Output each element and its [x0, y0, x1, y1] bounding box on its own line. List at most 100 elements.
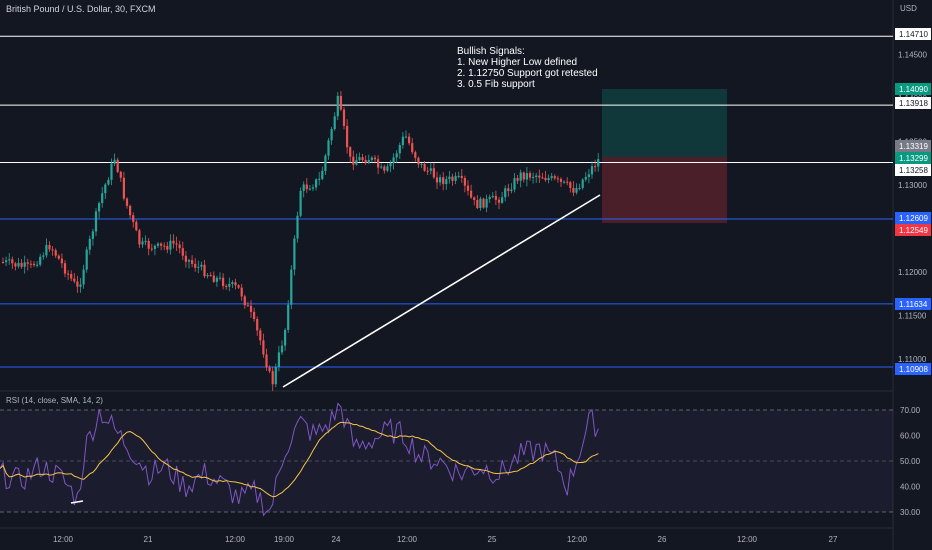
candle-body: [57, 255, 60, 259]
candle-body: [8, 259, 11, 261]
candle-body: [42, 255, 45, 257]
candle-body: [553, 176, 556, 179]
candle-body: [435, 177, 439, 183]
x-tick-label: 12:00: [397, 535, 418, 544]
candle-body: [181, 248, 184, 256]
candle-body: [485, 199, 488, 208]
candle-body: [522, 172, 525, 180]
x-tick-label: 24: [332, 535, 341, 544]
candle-body: [215, 277, 218, 282]
candle-body: [392, 157, 395, 164]
stop-zone: [602, 157, 727, 223]
candle-body: [426, 170, 429, 172]
candle-body: [321, 170, 324, 179]
x-tick-label: 21: [144, 535, 153, 544]
candle-body: [94, 211, 98, 232]
candle-body: [51, 249, 54, 251]
rsi-trendline[interactable]: [70, 500, 84, 504]
candle-body: [200, 264, 203, 267]
candle-body: [91, 231, 94, 239]
candle-body: [330, 129, 333, 141]
candle-body: [590, 166, 594, 175]
level-price-label: 1.13918: [899, 99, 928, 108]
candle-body: [395, 153, 398, 158]
candle-body: [513, 178, 516, 190]
trendline[interactable]: [282, 194, 601, 388]
x-tick-label: 12:00: [53, 535, 74, 544]
x-tick-label: 12:00: [737, 535, 758, 544]
candle-body: [101, 193, 104, 204]
candle-body: [132, 215, 135, 222]
candle-body: [373, 157, 377, 160]
price-tag-label: 1.12549: [899, 226, 928, 235]
candle-body: [67, 273, 70, 275]
candle-body: [563, 181, 566, 183]
candle-body: [271, 371, 274, 385]
candle-body: [538, 175, 541, 178]
candle-body: [315, 179, 318, 188]
candle-body: [169, 240, 172, 250]
candle-body: [14, 263, 17, 267]
candle-body: [256, 318, 259, 331]
candle-body: [401, 136, 404, 146]
rsi-line: [0, 402, 599, 517]
candle-body: [594, 166, 597, 168]
candle-body: [135, 221, 138, 231]
candle-body: [457, 175, 460, 177]
candle-body: [466, 185, 470, 191]
candle-body: [88, 238, 91, 250]
candle-body: [32, 263, 36, 266]
candle-body: [23, 262, 26, 267]
candle-body: [209, 275, 212, 277]
candle-body: [587, 174, 590, 177]
candle-body: [63, 263, 67, 274]
candle-body: [20, 262, 23, 267]
candle-body: [138, 230, 141, 245]
candle-body: [386, 166, 389, 171]
level-price-tag: [895, 28, 931, 40]
price-tag: [895, 140, 931, 152]
candle-body: [460, 175, 463, 179]
candle-body: [479, 198, 482, 209]
candle-body: [355, 160, 358, 165]
candle-body: [299, 190, 302, 216]
candle-body: [532, 177, 535, 179]
candle-body: [417, 157, 420, 165]
candle-body: [79, 284, 82, 287]
candle-body: [85, 249, 88, 270]
candle-body: [166, 245, 169, 250]
x-tick-label: 27: [829, 535, 838, 544]
candle-body: [352, 156, 355, 165]
candle-body: [194, 263, 197, 268]
candle-body: [569, 182, 572, 188]
candle-body: [206, 275, 209, 277]
bullish-signals-note[interactable]: Bullish Signals: 1. New Higher Low defin…: [457, 46, 598, 90]
chart-title: British Pound / U.S. Dollar, 30, FXCM: [6, 4, 156, 14]
candle-body: [231, 282, 234, 285]
note-item-1: 1. New Higher Low defined: [457, 57, 578, 68]
candle-body: [454, 175, 457, 181]
candle-body: [104, 184, 107, 194]
candle-body: [29, 263, 32, 265]
candle-body: [339, 95, 342, 110]
candle-body: [448, 176, 451, 180]
candle-body: [525, 173, 528, 180]
note-item-3: 3. 0.5 Fib support: [457, 79, 535, 90]
candle-body: [559, 178, 563, 182]
candle-body: [364, 160, 367, 163]
candle-body: [398, 145, 401, 154]
candle-body: [253, 311, 256, 319]
candle-body: [222, 277, 225, 286]
candle-body: [488, 197, 491, 200]
candle-body: [119, 171, 122, 178]
level-price-tag: [895, 164, 931, 176]
x-tick-label: 19:00: [274, 535, 295, 544]
candle-body: [246, 305, 249, 307]
candle-body: [293, 238, 296, 270]
candle-body: [178, 244, 181, 249]
candle-body: [302, 184, 305, 191]
level-price-tag: [895, 363, 931, 375]
candle-body: [290, 269, 293, 305]
x-tick-label: 12:00: [225, 535, 246, 544]
